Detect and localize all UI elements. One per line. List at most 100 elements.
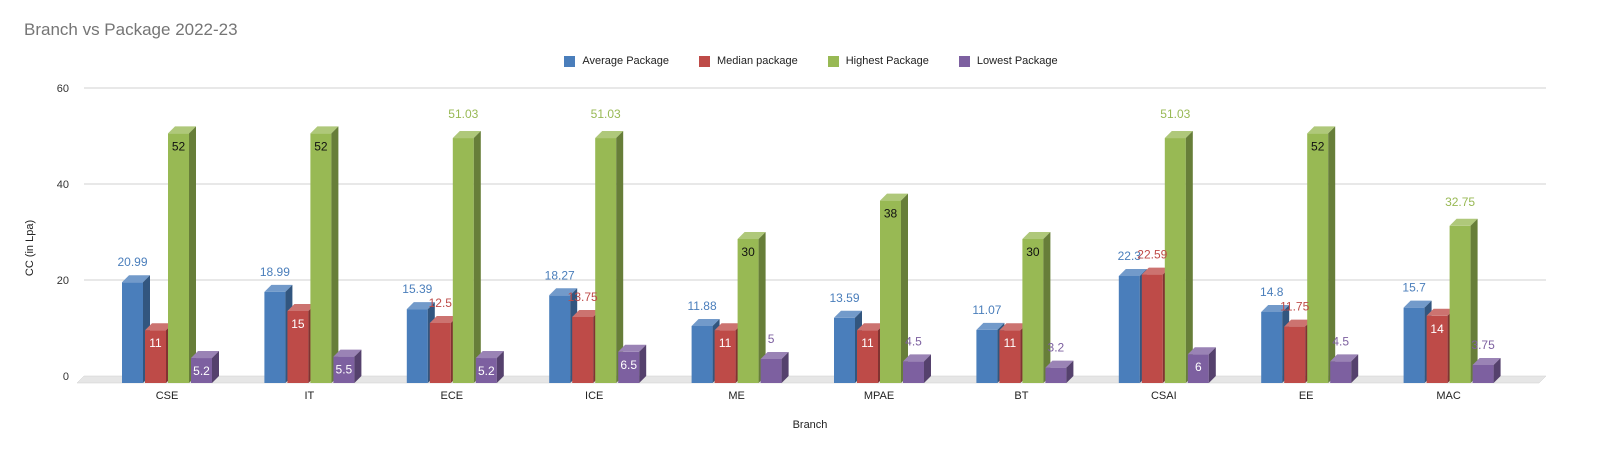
bar-front: [1045, 367, 1067, 383]
legend-item-average-package: Average Package: [564, 55, 669, 67]
bar-front: [264, 291, 286, 383]
legend-swatch: [564, 55, 576, 67]
y-tick-label: 20: [57, 275, 69, 287]
bar-top: [287, 304, 316, 311]
bar-front: [691, 325, 713, 383]
data-label: 3.2: [1048, 341, 1065, 355]
bar-top: [1307, 126, 1336, 134]
bar-lowest-package-cse: [191, 351, 219, 383]
bar-median-package-bt: [999, 323, 1028, 383]
legend-swatch: [827, 55, 839, 67]
bar-side: [1208, 347, 1216, 383]
bar-lowest-package-mpae: [903, 354, 931, 383]
bar-front: [191, 358, 212, 383]
legend-item-highest-package: Highest Package: [816, 55, 929, 67]
data-label: 6: [1195, 360, 1202, 374]
data-label: 4.5: [905, 334, 922, 348]
bar-top: [618, 344, 647, 352]
x-tick-label: ECE: [440, 390, 463, 402]
data-label: 11: [861, 336, 874, 350]
bar-front: [1022, 239, 1044, 383]
bar-top: [714, 323, 743, 331]
bar-front: [595, 138, 617, 383]
bar-front: [1426, 315, 1448, 383]
chart-title: Branch vs Package 2022-23: [24, 20, 238, 39]
legend: Average Package Median package Highest Pac…: [0, 55, 1622, 67]
data-label: 52: [172, 139, 186, 153]
data-label: 5.5: [336, 363, 353, 377]
bar-top: [475, 351, 504, 359]
bar-lowest-package-ee: [1330, 354, 1359, 383]
bar-lowest-package-ice: [618, 344, 647, 383]
data-label: 11: [1004, 336, 1017, 350]
data-label: 14: [1430, 322, 1444, 336]
x-tick-label: CSAI: [1151, 390, 1177, 402]
y-tick-label: 40: [57, 179, 69, 191]
data-label: 30: [741, 245, 755, 259]
bar-top: [1472, 358, 1501, 365]
bar-top: [168, 126, 196, 134]
legend-label: Median package: [717, 55, 798, 67]
data-label: 11: [719, 336, 732, 350]
data-label: 22.3: [1118, 249, 1142, 263]
bar-top: [880, 193, 908, 201]
bar-front: [857, 330, 878, 383]
data-label: 30: [1026, 245, 1040, 259]
data-label: 18.27: [545, 268, 575, 282]
bar-highest-package-csai: [1164, 131, 1193, 383]
y-tick-label: 60: [57, 83, 69, 95]
bar-top: [145, 323, 173, 331]
data-label: 11.88: [688, 299, 717, 313]
bar-front: [737, 239, 759, 383]
bar-side: [758, 232, 766, 383]
bar-top: [857, 323, 885, 331]
data-label: 32.75: [1445, 195, 1475, 209]
bar-top: [1330, 354, 1359, 362]
bar-top: [1118, 268, 1147, 276]
bar-top: [333, 349, 362, 357]
bar-top: [429, 316, 458, 323]
bar-front: [1261, 311, 1283, 383]
bar-side: [901, 193, 908, 383]
bar-front: [760, 359, 782, 383]
y-axis-title: CC (in Lpa): [24, 220, 36, 276]
data-label: 38: [884, 207, 898, 221]
bar-top: [903, 354, 931, 362]
bar-top: [760, 352, 789, 359]
bar-front: [168, 133, 189, 383]
bar-front: [452, 138, 474, 383]
data-label: 52: [314, 139, 328, 153]
legend-swatch: [699, 55, 710, 67]
bar-front: [287, 311, 309, 383]
data-label: 51.03: [448, 107, 478, 121]
bar-highest-package-mpae: [880, 193, 908, 383]
data-label: 18.99: [260, 265, 290, 279]
data-label: 13.59: [829, 291, 859, 305]
bar-side: [354, 349, 362, 383]
x-tick-label: ME: [728, 390, 745, 402]
axis-layer: 0 20 40 60 CSE IT ECE ICE ME MPAE BT CSAI EE MAC Branc…: [24, 83, 1461, 431]
bar-front: [1187, 354, 1209, 383]
bar-highest-package-ece: [452, 131, 481, 383]
bar-side: [639, 344, 647, 383]
bar-side: [1043, 232, 1051, 383]
bar-front: [122, 282, 143, 383]
bar-side: [212, 351, 219, 383]
bar-side: [473, 131, 481, 383]
bar-front: [1118, 275, 1140, 383]
bar-front: [572, 317, 594, 383]
bars-layer: [122, 126, 1501, 384]
bar-front: [1449, 225, 1471, 383]
bar-lowest-package-bt: [1045, 360, 1074, 383]
x-tick-label: BT: [1014, 390, 1028, 402]
bar-highest-package-it: [310, 126, 339, 384]
data-label: 20.99: [117, 255, 147, 269]
data-label: 11: [149, 336, 162, 350]
bar-side: [496, 351, 504, 383]
bar-top: [549, 288, 578, 296]
bar-top: [1141, 267, 1170, 275]
data-label: 5.2: [193, 364, 210, 378]
data-label: 22.59: [1137, 248, 1167, 262]
bar-side: [1351, 354, 1359, 383]
